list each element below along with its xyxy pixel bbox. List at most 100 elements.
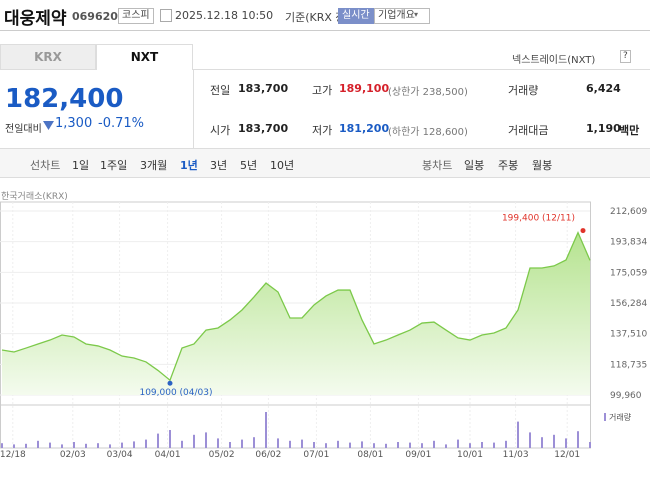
realtime-badge[interactable]: 실시간	[338, 8, 374, 24]
volume-bar	[421, 443, 423, 448]
volume-bar	[445, 444, 447, 448]
candle-option[interactable]: 일봉	[464, 159, 485, 172]
x-tick-label: 12/01	[554, 450, 580, 460]
volume-bar	[349, 442, 351, 448]
volume-bar	[385, 443, 387, 448]
volume-bar	[61, 444, 63, 448]
change-value: 1,300	[55, 116, 93, 131]
divider	[193, 69, 650, 70]
chart-source: 한국거래소(KRX)	[1, 192, 68, 202]
volume-bar	[109, 444, 111, 448]
volume-bar	[469, 443, 471, 448]
market-badge: 코스피	[118, 8, 154, 24]
volume-bar	[49, 442, 51, 448]
candle-option[interactable]: 주봉	[498, 159, 519, 172]
tab-nxt[interactable]: NXT	[96, 44, 193, 70]
tab-krx[interactable]: KRX	[0, 44, 96, 70]
volume-bar	[193, 434, 195, 448]
stat-value: 1,190	[586, 122, 621, 135]
period-option[interactable]: 3개월	[140, 159, 168, 172]
change-label: 전일대비	[5, 124, 42, 135]
down-arrow	[43, 121, 54, 130]
volume-bar	[181, 440, 183, 448]
period-option[interactable]: 1일	[72, 159, 90, 172]
volume-bar	[517, 421, 519, 448]
volume-bar	[1, 443, 3, 448]
y-tick-label: 137,510	[610, 330, 647, 340]
volume-bar	[37, 440, 39, 448]
volume-bar	[529, 432, 531, 448]
period-bar	[0, 148, 650, 178]
stat-unit: 백만	[619, 124, 640, 137]
volume-bar	[505, 440, 507, 448]
volume-bar	[361, 441, 363, 448]
volume-bar	[229, 442, 231, 448]
volume-bar	[553, 434, 555, 448]
volume-bar	[301, 439, 303, 448]
y-tick-label: 212,609	[610, 207, 647, 217]
volume-bar	[121, 442, 123, 448]
plot-frame	[0, 201, 591, 449]
volume-bar	[217, 438, 219, 448]
volume-bar	[289, 440, 291, 448]
volume-bar	[241, 439, 243, 448]
period-label: 선차트	[30, 159, 61, 172]
current-price: 182,400	[5, 84, 124, 114]
volume-bar	[337, 440, 339, 448]
volume-bar	[253, 437, 255, 448]
volume-bar	[97, 443, 99, 448]
help-button[interactable]: ?	[620, 50, 631, 63]
x-tick-label: 10/01	[457, 450, 483, 460]
volume-bar	[589, 442, 591, 448]
price-line	[1, 230, 591, 382]
volume-bar	[457, 439, 459, 448]
y-tick-label: 99,960	[610, 391, 642, 401]
volume-bar	[13, 444, 15, 448]
stat-label: 시가	[210, 124, 231, 137]
stat-extra: (하한가 128,600)	[388, 127, 468, 138]
candle-label: 봉차트	[422, 159, 453, 172]
stock-code: 069620	[72, 10, 118, 23]
divider	[0, 30, 650, 31]
stat-value: 6,424	[586, 82, 621, 95]
period-option[interactable]: 3년	[210, 159, 228, 172]
x-tick-label: 09/01	[405, 450, 431, 460]
company-info-button[interactable]: 기업개요	[374, 8, 430, 24]
dropdown-arrow: ▾	[414, 10, 419, 19]
stat-value: 189,100	[339, 82, 390, 95]
volume-bar	[145, 439, 147, 448]
volume-legend-swatch	[604, 413, 606, 421]
exchange-note: 넥스트레이드(NXT)	[512, 55, 596, 66]
high-marker	[580, 228, 586, 234]
candle-option[interactable]: 월봉	[532, 159, 553, 172]
y-tick-label: 193,834	[610, 238, 647, 248]
volume-bar	[313, 442, 315, 448]
chart: 99,960 118,735 137,510 156,284 175,059 193,83…	[0, 201, 647, 460]
volume-bar	[277, 438, 279, 448]
divider	[193, 69, 194, 148]
volume-bar	[541, 437, 543, 448]
annotation: 109,000 (04/03)	[139, 388, 212, 398]
period-option[interactable]: 1주일	[100, 159, 128, 172]
volume-bar	[73, 442, 75, 448]
period-option[interactable]: 5년	[240, 159, 258, 172]
x-tick-label: 05/02	[209, 450, 235, 460]
volume-bar	[265, 412, 267, 448]
volume-bar	[433, 440, 435, 448]
stat-value: 183,700	[238, 122, 289, 135]
price-area	[2, 232, 590, 395]
period-option-selected[interactable]: 1년	[180, 159, 198, 172]
y-tick-label: 175,059	[610, 268, 647, 278]
stock-name: 대웅제약	[4, 9, 67, 29]
volume-bar	[565, 438, 567, 448]
period-option[interactable]: 10년	[270, 159, 295, 172]
y-tick-label: 156,284	[610, 299, 647, 309]
stat-label: 거래량	[508, 84, 539, 97]
annotation: 199,400 (12/11)	[502, 214, 575, 224]
volume-bar	[25, 443, 27, 448]
volume-bar	[481, 442, 483, 448]
stat-value: 181,200	[339, 122, 390, 135]
datetime: 2025.12.18 10:50	[175, 9, 274, 22]
stat-label: 고가	[312, 84, 333, 97]
